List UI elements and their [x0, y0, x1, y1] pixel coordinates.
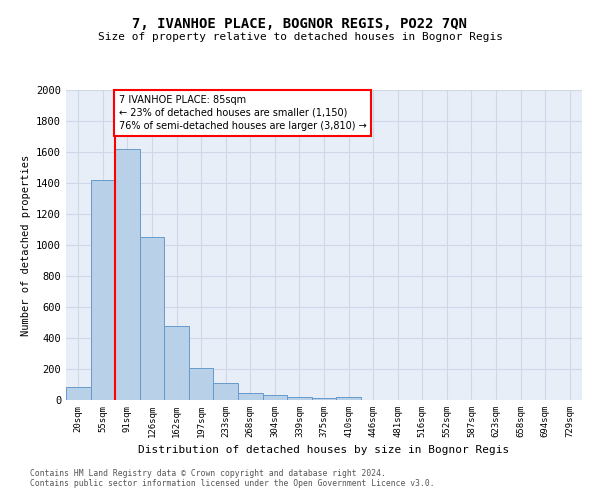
Y-axis label: Number of detached properties: Number of detached properties — [20, 154, 31, 336]
Text: Contains public sector information licensed under the Open Government Licence v3: Contains public sector information licen… — [30, 478, 434, 488]
Text: Contains HM Land Registry data © Crown copyright and database right 2024.: Contains HM Land Registry data © Crown c… — [30, 468, 386, 477]
Bar — [312, 398, 336, 400]
Bar — [214, 383, 238, 400]
Bar — [66, 387, 91, 400]
Bar — [287, 397, 312, 400]
Bar — [91, 180, 115, 400]
Bar — [189, 368, 214, 400]
Bar — [263, 394, 287, 400]
Bar — [115, 149, 140, 400]
Text: 7, IVANHOE PLACE, BOGNOR REGIS, PO22 7QN: 7, IVANHOE PLACE, BOGNOR REGIS, PO22 7QN — [133, 18, 467, 32]
Bar — [336, 397, 361, 400]
Bar — [140, 238, 164, 400]
X-axis label: Distribution of detached houses by size in Bognor Regis: Distribution of detached houses by size … — [139, 446, 509, 456]
Text: 7 IVANHOE PLACE: 85sqm
← 23% of detached houses are smaller (1,150)
76% of semi-: 7 IVANHOE PLACE: 85sqm ← 23% of detached… — [119, 94, 367, 131]
Bar — [164, 326, 189, 400]
Text: Size of property relative to detached houses in Bognor Regis: Size of property relative to detached ho… — [97, 32, 503, 42]
Bar — [238, 393, 263, 400]
